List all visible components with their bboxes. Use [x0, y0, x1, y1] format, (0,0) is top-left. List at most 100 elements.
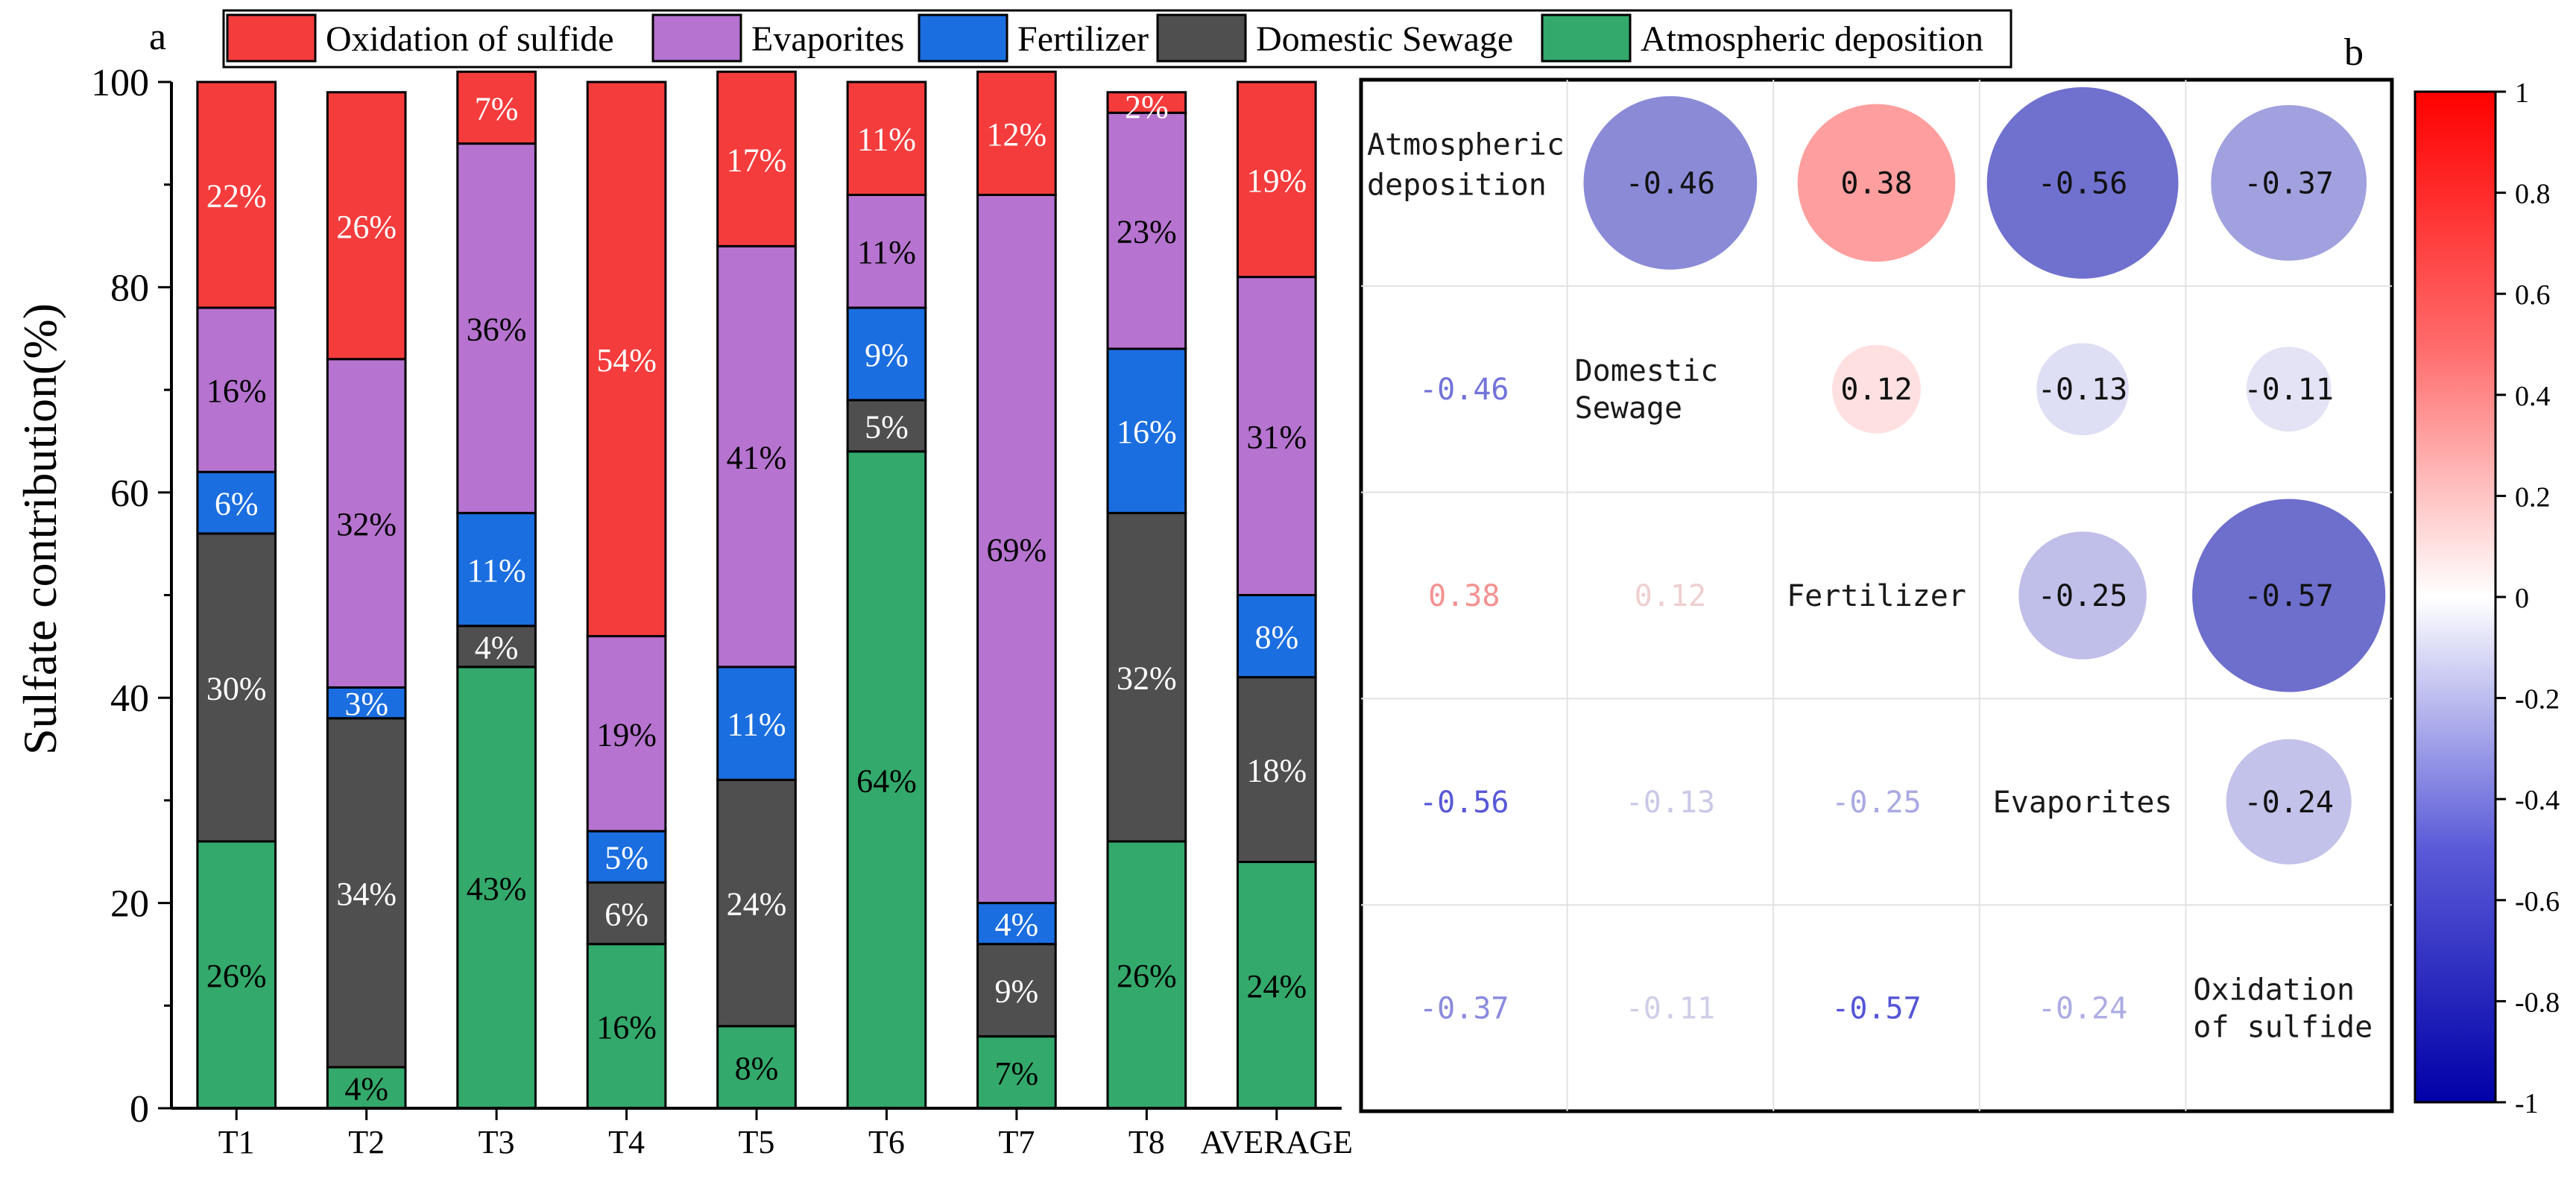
bar-segment-label: 69% — [987, 532, 1047, 569]
stacked-bar-chart: 26% 30% 6% 16% 22% 4% 34% 3% 32% 26% 43% 4% 11% 36% 7%… — [13, 9, 2012, 1160]
bar-segment — [976, 193, 1057, 905]
correlation-value: -0.56 — [1419, 786, 1509, 820]
bar-segment-label: 4% — [344, 1070, 388, 1107]
y-tick-label: 0 — [130, 1088, 149, 1131]
bar-segment — [326, 358, 407, 689]
bar-segment — [716, 70, 797, 247]
bar-segment-label: 11% — [857, 121, 916, 158]
bar-segment — [456, 511, 537, 628]
bar-segment — [586, 829, 667, 884]
bar-segment-label: 17% — [727, 142, 787, 178]
bar-segment — [326, 1066, 407, 1110]
bar-segment — [1106, 840, 1187, 1110]
bar-segment — [846, 306, 927, 402]
variable-label: Evaporites — [1993, 786, 2173, 820]
bar-segment-label: 24% — [1246, 968, 1307, 1005]
x-tick-label: T2 — [348, 1124, 385, 1160]
correlation-circle — [2246, 347, 2332, 432]
bar-segment-label: 6% — [215, 486, 259, 522]
colorbar-tick-label: -0.8 — [2515, 987, 2560, 1018]
correlation-value: -0.25 — [1831, 786, 1921, 820]
legend-swatch — [918, 13, 1008, 63]
correlation-circle — [2192, 499, 2386, 692]
variable-label: of sulfide — [2193, 1011, 2373, 1045]
correlation-value: -0.37 — [1419, 992, 1509, 1026]
bar-segment-label: 16% — [206, 373, 267, 409]
correlation-value: -0.11 — [2244, 373, 2333, 407]
correlation-value: -0.13 — [2038, 373, 2127, 407]
bar-segment — [196, 532, 277, 843]
legend-frame — [222, 9, 2012, 69]
y-tick-label: 100 — [91, 62, 149, 104]
legend-swatch — [1156, 13, 1247, 63]
legend-swatch — [651, 13, 742, 63]
colorbar-tick-label: -0.4 — [2515, 785, 2560, 816]
correlation-circle — [2226, 739, 2352, 865]
bar-segment-label: 18% — [1246, 753, 1307, 789]
bar-segment — [716, 244, 797, 669]
bar-segment — [976, 943, 1057, 1038]
correlation-value: -0.46 — [1626, 166, 1715, 200]
bar-segment-label: 5% — [865, 408, 909, 445]
bar-segment-label: 9% — [865, 337, 909, 373]
bar-segment-label: 8% — [735, 1050, 779, 1087]
bar-segment — [586, 943, 667, 1110]
correlation-value: -0.57 — [1831, 992, 1921, 1026]
bar-segment — [326, 91, 407, 361]
colorbar-tick-label: 1 — [2515, 78, 2529, 109]
bar-segment — [196, 306, 277, 473]
bar-segment — [586, 881, 667, 946]
correlation-circle — [2036, 343, 2129, 436]
bar-segment-label: 22% — [206, 177, 267, 214]
variable-label: Sewage — [1575, 391, 1683, 426]
bar-segment — [456, 625, 537, 669]
legend-entry-label: Domestic Sewage — [1256, 19, 1513, 59]
y-tick-label: 80 — [110, 267, 149, 309]
y-tick-label: 40 — [110, 677, 149, 720]
bar-segment-label: 11% — [727, 707, 786, 743]
bar-segment-label: 64% — [856, 762, 917, 799]
correlation-value: 0.12 — [1635, 579, 1706, 613]
bar-segment — [846, 80, 927, 196]
correlation-value: -0.24 — [2038, 992, 2127, 1026]
bar-segment-label: 11% — [467, 552, 526, 589]
legend-entry-label: Fertilizer — [1017, 19, 1149, 59]
x-tick-label: AVERAGE — [1201, 1124, 1354, 1160]
bar-segment — [976, 70, 1057, 196]
bar-segment-labels: 26% 30% 6% 16% 22% 4% 34% 3% 32% 26% 43% 4% 11% 36% 7%… — [206, 89, 1307, 1107]
bar-segment — [586, 80, 667, 638]
bar-segment — [1106, 347, 1187, 514]
bar-segment-label: 5% — [604, 840, 648, 876]
legend-entry-label: Evaporites — [751, 19, 904, 59]
bar-segment-label: 19% — [1246, 162, 1307, 199]
bar-segment-label: 26% — [206, 958, 267, 994]
bar-segment-label: 3% — [344, 686, 388, 722]
correlation-circle — [2211, 105, 2367, 261]
bar-segment-label: 7% — [475, 90, 519, 127]
correlation-value: -0.24 — [2244, 786, 2333, 820]
bar-segment — [196, 80, 277, 309]
panel-label-a: a — [149, 16, 166, 58]
colorbar-tick-label: 0.8 — [2515, 179, 2551, 210]
bar-segment-label: 31% — [1246, 419, 1307, 455]
bar-segment — [846, 193, 927, 309]
legend: Oxidation of sulfide Evaporites Fertilizer… — [222, 9, 2012, 69]
bar-segments — [196, 70, 1317, 1110]
bar-segment-label: 11% — [857, 234, 916, 271]
bar-segment — [846, 450, 927, 1110]
bar-segment-label: 8% — [1254, 619, 1298, 656]
bar-segment — [586, 635, 667, 832]
bar-segment — [1236, 676, 1317, 864]
colorbar-tick-label: 0 — [2515, 583, 2529, 614]
panel-label-b: b — [2344, 31, 2364, 74]
correlation-circle — [1986, 86, 2179, 279]
bar-segment-label: 7% — [995, 1055, 1039, 1092]
bar-segment — [326, 717, 407, 1069]
colorbar-tick-label: -0.6 — [2515, 886, 2560, 917]
bar-segment-label: 4% — [475, 629, 519, 666]
legend-swatch — [1541, 13, 1632, 63]
correlation-value: 0.38 — [1428, 579, 1500, 613]
bar-segment-label: 32% — [336, 506, 397, 543]
bar-segment-label: 30% — [206, 670, 267, 707]
